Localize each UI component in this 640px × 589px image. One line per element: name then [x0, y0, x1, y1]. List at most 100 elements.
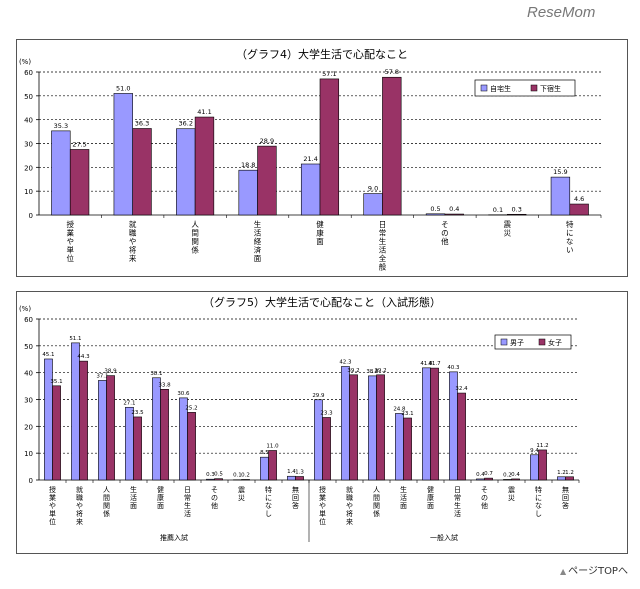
legend-label-下宿生: 下宿生: [540, 84, 561, 93]
y-tick-label: 40: [24, 117, 33, 125]
y-axis-unit-label: (%): [19, 305, 31, 313]
legend-swatch-下宿生: [530, 84, 538, 92]
data-label: 0.5: [430, 205, 440, 213]
data-label: 0.3: [206, 472, 215, 478]
x-tick-label: その他: [481, 486, 488, 510]
bar-男子: [71, 342, 80, 481]
x-tick-label: 就職や将来: [129, 219, 137, 263]
bar-女子: [52, 385, 61, 481]
chart-graph5-panel: （グラフ5）大学生活で心配なこと（入試形態） (%) 0 10 20 30 40 50 60 45…: [16, 291, 628, 554]
bar-自宅生: [300, 163, 321, 216]
data-label: 30.6: [177, 391, 190, 397]
bar-下宿生: [132, 128, 152, 216]
x-tick-label: 日常生活: [184, 486, 191, 518]
legend-box: [474, 79, 576, 97]
y-tick-label: 60: [24, 316, 33, 324]
data-label: 23.3: [320, 410, 333, 416]
y-axis-unit-label: (%): [19, 58, 31, 66]
data-label: 51.0: [116, 84, 130, 92]
data-label: 0.2: [241, 472, 250, 478]
x-tick-label: 特になし: [535, 485, 542, 518]
data-label: 0.3: [512, 205, 522, 213]
data-label: 32.4: [455, 386, 468, 392]
bar-下宿生: [69, 149, 90, 216]
data-label: 40.3: [447, 365, 460, 371]
data-label: 28.9: [260, 137, 274, 145]
bar-男子: [125, 406, 134, 481]
data-label: 0.7: [484, 471, 493, 477]
bar-男子: [287, 475, 296, 481]
y-tick-label: 0: [29, 212, 33, 220]
legend-label-自宅生: 自宅生: [490, 84, 511, 93]
bar-女子: [376, 374, 385, 481]
x-tick-label: 無回答: [562, 485, 569, 510]
bar-男子: [152, 377, 161, 481]
x-tick-label: 生活面: [130, 485, 137, 510]
bar-男子: [260, 456, 269, 481]
bar-女子: [538, 449, 547, 481]
bar-自宅生: [238, 169, 258, 216]
x-tick-label: 健康面: [157, 485, 164, 510]
y-tick-label: 10: [24, 188, 33, 196]
legend-label-男子: 男子: [510, 339, 524, 347]
data-label: 0.1: [233, 473, 242, 479]
bar-男子: [503, 479, 512, 481]
x-tick-label: 震災: [504, 220, 512, 238]
bar-女子: [430, 367, 439, 481]
x-tick-label: 授業や単位: [49, 485, 56, 526]
bar-自宅生: [51, 130, 71, 216]
bar-女子: [133, 416, 142, 481]
legend-label-女子: 女子: [548, 338, 562, 347]
data-label: 1.3: [295, 470, 304, 476]
data-label: 35.3: [54, 122, 68, 130]
x-tick-label: 健康面: [427, 485, 434, 510]
data-label: 0.4: [476, 472, 485, 478]
x-tick-label: 生活面: [400, 485, 407, 510]
data-label: 1.2: [557, 470, 566, 476]
chart-title: （グラフ5）大学生活で心配なこと（入試形態）: [203, 295, 441, 309]
group-label: 推薦入試: [160, 533, 188, 542]
data-label: 45.1: [42, 352, 54, 358]
data-label: 15.9: [553, 168, 567, 176]
x-tick-label: 特にない: [566, 219, 574, 255]
data-label: 27.5: [72, 140, 86, 148]
bar-女子: [403, 417, 412, 481]
y-tick-label: 0: [29, 477, 33, 485]
triangle-up-icon: ▲: [560, 567, 567, 576]
data-label: 1.4: [287, 469, 296, 475]
bar-女子: [484, 477, 493, 481]
x-tick-label: 特になし: [265, 485, 272, 518]
bar-女子: [565, 476, 574, 481]
chart-graph5: （グラフ5）大学生活で心配なこと（入試形態） (%) 0 10 20 30 40 50 60 45…: [19, 295, 580, 542]
data-label: 41.1: [197, 108, 211, 116]
data-label: 24.8: [393, 406, 406, 412]
data-label: 37.1: [96, 373, 108, 379]
x-tick-label: 日常生活全般: [379, 220, 387, 272]
x-tick-label: 就職や将来: [76, 485, 83, 526]
x-tick-label: 人間関係: [103, 486, 110, 518]
x-tick-label: 授業や単位: [319, 485, 326, 526]
data-label: 27.1: [123, 400, 135, 406]
data-label: 29.9: [312, 393, 325, 399]
data-label: 51.1: [69, 336, 81, 342]
bar-下宿生: [194, 116, 215, 216]
bar-自宅生: [425, 213, 446, 216]
data-label: 21.4: [303, 155, 317, 163]
bar-下宿生: [507, 213, 527, 216]
legend-swatch-自宅生: [480, 84, 488, 92]
bar-下宿生: [319, 78, 340, 216]
data-label: 39.2: [347, 368, 359, 374]
data-label: 25.2: [185, 405, 197, 411]
data-label: 4.6: [574, 195, 584, 203]
page-top-link[interactable]: ▲ ページTOPへ: [560, 562, 628, 577]
x-tick-label: 震災: [238, 486, 245, 502]
data-label: 23.1: [401, 411, 413, 417]
bar-女子: [241, 479, 250, 481]
data-label: 39.2: [374, 368, 386, 374]
bar-自宅生: [363, 193, 383, 216]
bar-女子: [187, 412, 196, 481]
legend-swatch-女子: [538, 338, 546, 346]
bar-自宅生: [550, 176, 571, 216]
y-tick-label: 20: [24, 423, 33, 431]
chart-graph4-panel: （グラフ4）大学生活で心配なこと (%) 0 10 20 30 40 50 60 35.3 27.5…: [16, 39, 628, 277]
